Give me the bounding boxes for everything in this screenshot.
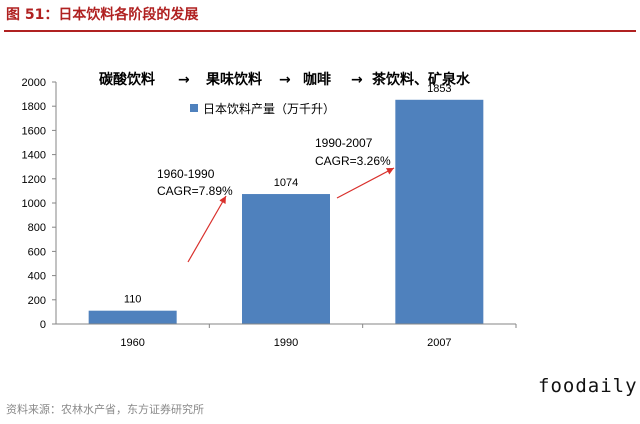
figure-title: 图 51：日本饮料各阶段的发展 (6, 7, 199, 23)
y-tick-label: 0 (40, 319, 46, 331)
bar (242, 194, 330, 324)
bar (395, 99, 484, 324)
flow-step: 碳酸饮料 (99, 71, 155, 88)
data-label: 1074 (274, 177, 298, 189)
x-tick-label: 2007 (427, 337, 451, 349)
x-axis: 1960 1990 2007 (56, 323, 517, 349)
y-tick-label: 1000 (22, 198, 46, 210)
flow-step: 茶饮料、矿泉水 (371, 71, 471, 88)
x-tick-label: 1960 (120, 337, 144, 349)
growth-arrow-1990-2007 (336, 167, 395, 199)
legend-label: 日本饮料产量（万千升） (203, 102, 335, 116)
flow-step: 果味饮料 (205, 71, 262, 88)
y-tick-label: 1200 (22, 174, 46, 186)
annotation-period: 1960-1990 (157, 167, 215, 181)
y-tick-label: 400 (28, 271, 46, 283)
x-tick-label: 1990 (274, 337, 298, 349)
bar-chart: 0 200 400 600 800 1000 1200 1400 1600 1800 2000 11… (22, 71, 517, 349)
y-tick-label: 600 (28, 246, 46, 258)
legend: 日本饮料产量（万千升） (190, 102, 335, 116)
y-tick-label: 1600 (22, 125, 46, 137)
growth-arrow-1960-1990 (187, 195, 227, 263)
brand-watermark: foodaily (538, 375, 638, 397)
title-rule (4, 30, 636, 32)
y-tick-label: 1400 (22, 150, 46, 162)
flow-arrow: → (279, 72, 291, 88)
annotation-cagr: CAGR=3.26% (315, 154, 391, 168)
y-tick-label: 800 (28, 222, 46, 234)
source-note: 资料来源：农林水产省，东方证券研究所 (6, 403, 204, 416)
y-tick-label: 200 (28, 295, 46, 307)
flow-arrow: → (178, 72, 190, 88)
bars: 110 1074 1853 (88, 83, 484, 324)
flow-header: 碳酸饮料 → 果味饮料 → 咖啡 → 茶饮料、矿泉水 (99, 71, 471, 88)
y-axis: 0 200 400 600 800 1000 1200 1400 1600 1800 2000 (22, 77, 57, 331)
annotation-period: 1990-2007 (315, 136, 373, 150)
annotations: 1960-1990 CAGR=7.89% 1990-2007 CAGR=3.26% (157, 136, 395, 263)
bar (88, 310, 177, 324)
legend-swatch (190, 104, 198, 112)
flow-arrow: → (351, 72, 363, 88)
data-label: 110 (124, 294, 142, 306)
flow-step: 咖啡 (303, 71, 331, 88)
y-tick-label: 2000 (22, 77, 46, 89)
data-label: 1853 (427, 83, 451, 95)
annotation-cagr: CAGR=7.89% (157, 184, 233, 198)
y-tick-label: 1800 (22, 101, 46, 113)
